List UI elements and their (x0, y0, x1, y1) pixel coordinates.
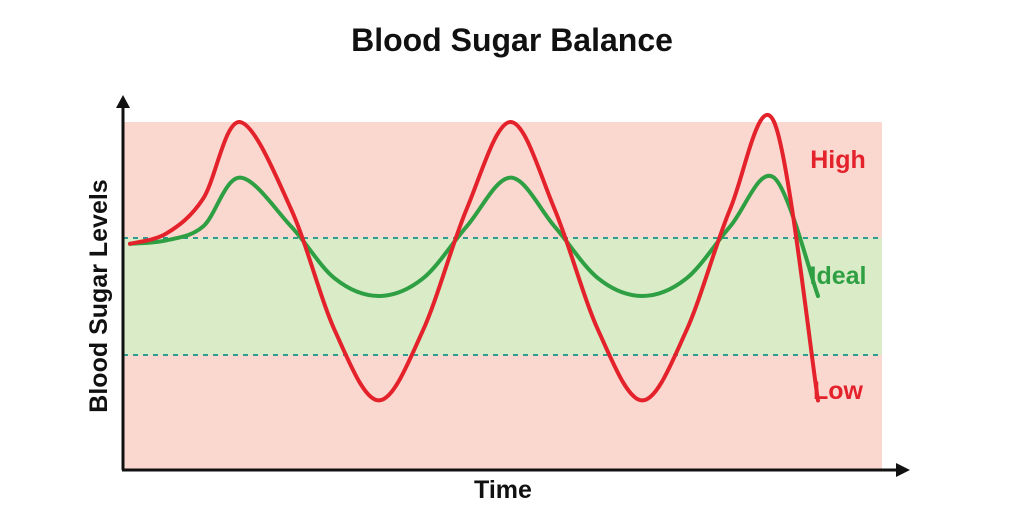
zone-label-low: Low (813, 377, 864, 405)
y-axis-arrow (116, 95, 130, 108)
chart-title: Blood Sugar Balance (351, 22, 673, 58)
series-layer (128, 112, 820, 403)
zone-label-high: High (810, 146, 866, 174)
series-line-red (128, 112, 820, 403)
y-axis-label: Blood Sugar Levels (85, 179, 113, 412)
axes-layer (116, 95, 910, 477)
thresholds-layer (123, 237, 882, 356)
x-axis-label: Time (474, 476, 532, 504)
labels-layer: High Ideal Low (810, 146, 867, 405)
zone-low (123, 355, 882, 470)
zone-ideal (123, 238, 882, 355)
x-axis-arrow (896, 463, 910, 477)
zone-label-ideal: Ideal (810, 262, 867, 290)
